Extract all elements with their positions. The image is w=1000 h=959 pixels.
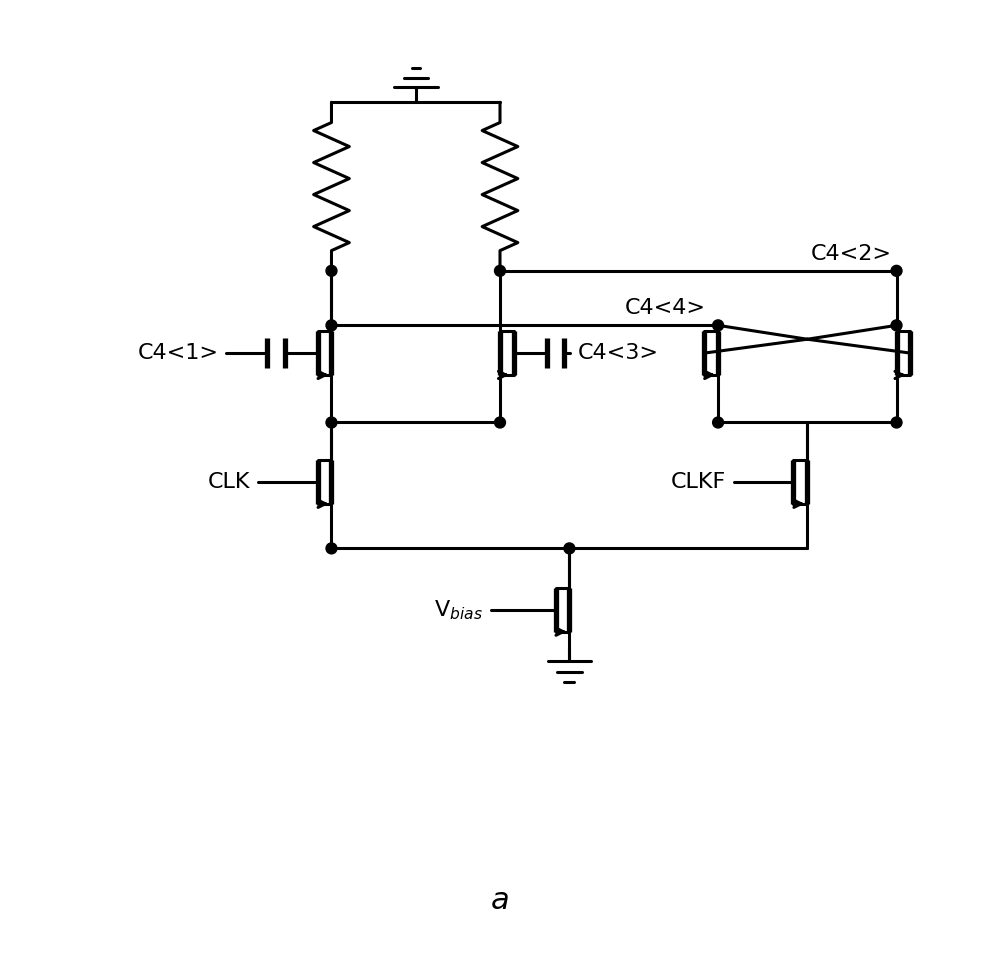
- Text: V$_{bias}$: V$_{bias}$: [434, 598, 483, 621]
- Circle shape: [564, 543, 575, 554]
- Circle shape: [495, 417, 505, 428]
- Text: C4<3>: C4<3>: [577, 343, 658, 363]
- Circle shape: [891, 320, 902, 331]
- Circle shape: [713, 417, 724, 428]
- Circle shape: [891, 417, 902, 428]
- Circle shape: [891, 266, 902, 276]
- Text: CLK: CLK: [208, 472, 250, 492]
- Circle shape: [326, 266, 337, 276]
- Circle shape: [326, 543, 337, 554]
- Circle shape: [326, 320, 337, 331]
- Circle shape: [495, 266, 505, 276]
- Text: C4<4>: C4<4>: [625, 298, 706, 318]
- Text: C4<1>: C4<1>: [137, 343, 218, 363]
- Text: a: a: [491, 886, 509, 915]
- Text: C4<2>: C4<2>: [811, 244, 892, 264]
- Circle shape: [713, 320, 724, 331]
- Text: CLKF: CLKF: [671, 472, 726, 492]
- Circle shape: [326, 417, 337, 428]
